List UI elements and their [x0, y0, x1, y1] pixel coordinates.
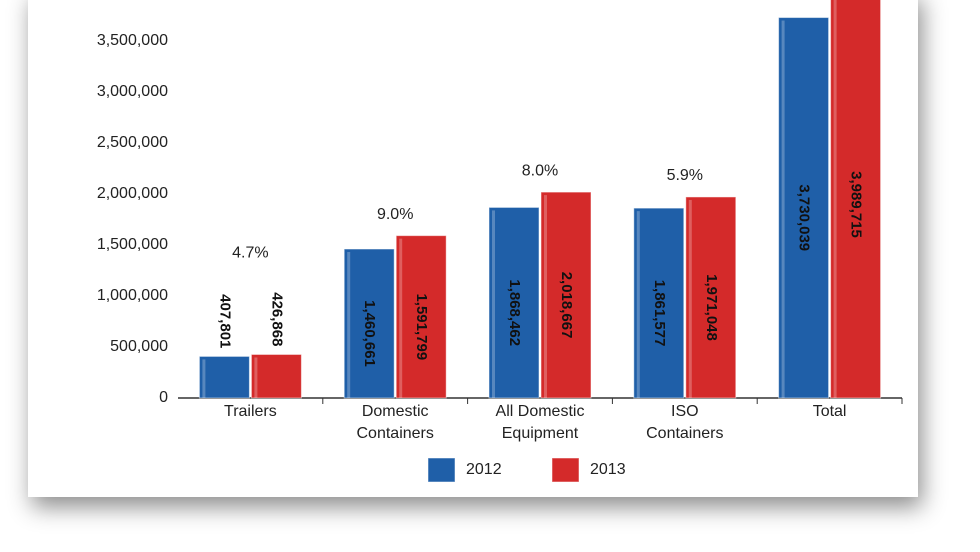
y-tick-label: 0 — [159, 389, 168, 406]
value-label: 3,989,715 — [848, 171, 865, 238]
x-tick-label: Domestic — [362, 403, 429, 420]
bar — [540, 191, 592, 399]
bar — [633, 207, 685, 399]
bar — [198, 355, 250, 399]
chart-panel — [28, 0, 918, 497]
x-tick-label: Total — [813, 403, 847, 420]
bar-highlight — [399, 238, 403, 398]
bar-highlight — [347, 252, 351, 398]
bar-highlight — [254, 357, 258, 398]
y-tick-label: 1,500,000 — [97, 236, 168, 253]
x-tick-label: Containers — [357, 425, 434, 442]
y-tick-label: 2,500,000 — [97, 134, 168, 151]
value-label: 3,730,039 — [796, 184, 813, 251]
value-label: 1,971,048 — [703, 274, 720, 341]
x-tick-label: ISO — [671, 403, 699, 420]
legend-label: 2013 — [590, 461, 626, 478]
value-label: 1,861,577 — [651, 280, 668, 347]
x-tick-label: Equipment — [502, 425, 579, 442]
y-tick-label: 2,000,000 — [97, 185, 168, 202]
legend-swatch — [427, 457, 456, 483]
bar — [343, 248, 395, 399]
bar-highlight — [781, 20, 785, 399]
y-tick-label: 500,000 — [110, 338, 168, 355]
value-label: 407,801 — [216, 294, 233, 348]
growth-label: 9.0% — [377, 206, 413, 223]
bar-highlight — [636, 211, 640, 398]
bar — [778, 17, 830, 399]
value-label: 426,868 — [268, 292, 285, 346]
x-tick-label: Containers — [646, 425, 723, 442]
value-label: 1,868,462 — [506, 279, 523, 346]
bar-highlight — [202, 359, 206, 398]
bar-highlight — [492, 210, 495, 398]
value-label: 1,591,799 — [413, 293, 430, 360]
y-tick-label: 3,000,000 — [97, 83, 168, 100]
bar — [685, 196, 737, 399]
bar — [250, 353, 302, 399]
x-tick-label: Trailers — [224, 403, 277, 420]
legend-label: 2012 — [466, 461, 502, 478]
y-tick-label: 3,500,000 — [97, 32, 168, 49]
growth-label: 8.0% — [522, 162, 558, 179]
bar-highlight — [688, 199, 692, 398]
legend-swatch — [551, 457, 580, 483]
growth-label: 5.9% — [667, 167, 703, 184]
bar — [395, 235, 447, 399]
bar-highlight — [544, 195, 547, 398]
growth-label: 4.7% — [232, 245, 268, 262]
bar — [488, 206, 540, 399]
y-tick-label: 1,000,000 — [97, 287, 168, 304]
bar-highlight — [833, 0, 837, 398]
bar — [830, 0, 882, 399]
x-tick-label: All Domestic — [496, 403, 585, 420]
value-label: 1,460,661 — [361, 300, 378, 367]
value-label: 2,018,667 — [558, 272, 575, 339]
